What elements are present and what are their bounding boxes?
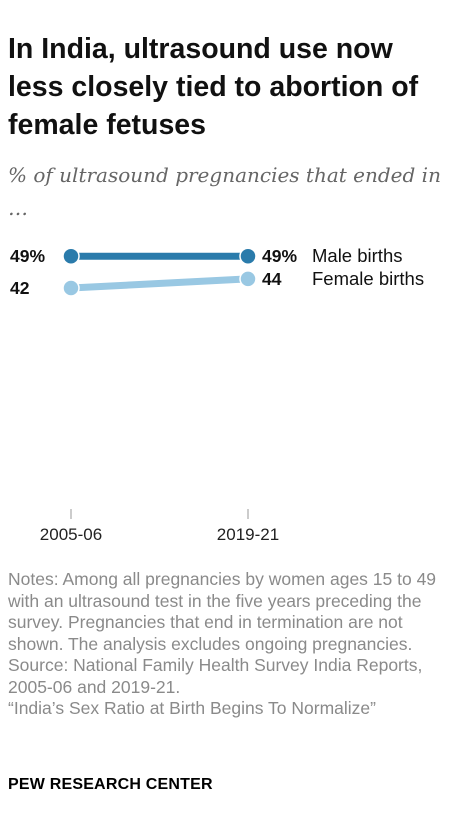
source-text: Source: National Family Health Survey In…	[8, 655, 423, 697]
data-label: 49%	[262, 246, 297, 266]
data-point	[239, 270, 257, 288]
data-point	[62, 279, 80, 297]
chart-notes: Notes: Among all pregnancies by women ag…	[8, 569, 453, 720]
chart-title: In India, ultrasound use now less closel…	[8, 33, 419, 141]
report-title: “India’s Sex Ratio at Birth Begins To No…	[8, 698, 376, 718]
x-tick-label: 2019-21	[217, 525, 279, 544]
data-label: 44	[262, 269, 282, 289]
chart-subtitle: % of ultrasound pregnancies that ended i…	[8, 163, 441, 220]
series-label: Male births	[312, 245, 402, 266]
data-point	[62, 247, 80, 265]
series-line	[67, 275, 252, 292]
data-point	[239, 247, 257, 265]
slope-chart: 2005-06 2019-21 49% 49% Male births 42 44 Fema…	[10, 245, 424, 544]
x-tick-label: 2005-06	[40, 525, 102, 544]
data-label: 42	[10, 278, 30, 298]
series-label: Female births	[312, 268, 424, 289]
data-label: 49%	[10, 246, 45, 266]
pew-logo-text: PEW RESEARCH CENTER	[8, 776, 213, 793]
notes-text: Notes: Among all pregnancies by women ag…	[8, 569, 437, 654]
